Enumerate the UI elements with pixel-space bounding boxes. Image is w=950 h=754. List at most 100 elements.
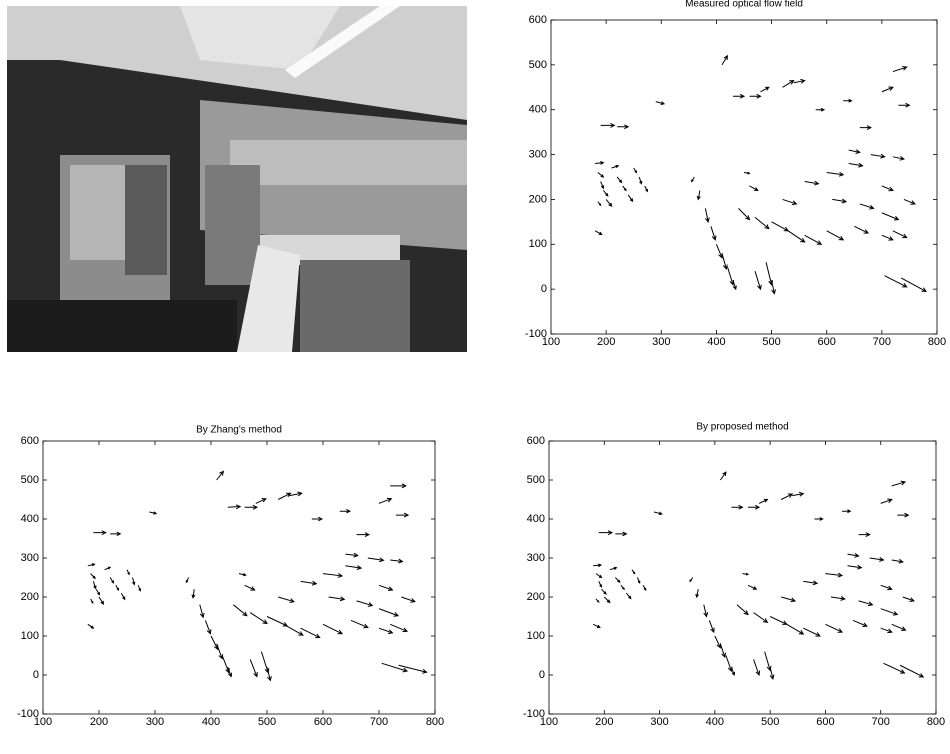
flow-arrow: [249, 612, 268, 625]
flow-arrow: [892, 65, 908, 73]
flow-arrow: [730, 667, 736, 677]
chart-title: By proposed method: [696, 422, 788, 433]
flow-arrow: [830, 595, 846, 601]
x-tick-label: 600: [816, 716, 834, 728]
flow-arrow: [378, 584, 394, 592]
x-tick-label: 200: [597, 336, 615, 348]
flow-arrow: [300, 627, 321, 639]
flow-arrow: [719, 643, 726, 659]
flow-arrow: [631, 569, 636, 575]
flow-arrow: [622, 185, 627, 192]
flow-arrow: [149, 511, 158, 515]
y-tick-label: 0: [539, 669, 545, 681]
x-tick-label: 400: [202, 716, 220, 728]
flow-arrow: [881, 86, 894, 93]
flow-arrow: [600, 181, 605, 190]
x-tick-label: 100: [34, 716, 52, 728]
x-tick-label: 100: [540, 716, 558, 728]
flow-arrow: [356, 532, 371, 538]
flow-arrow: [843, 98, 853, 103]
flow-arrow: [881, 212, 900, 221]
flow-arrow: [847, 553, 860, 558]
flow-arrow: [328, 596, 346, 602]
flow-arrow: [852, 619, 868, 628]
flow-arrow: [892, 155, 906, 161]
x-tick-label: 600: [818, 336, 836, 348]
flow-arrow: [620, 584, 625, 591]
flow-arrow: [595, 573, 603, 579]
flow-arrow: [689, 577, 694, 583]
flow-arrow: [695, 589, 699, 599]
flow-arrow: [390, 623, 409, 633]
flow-arrow: [781, 596, 797, 603]
flow-arrow: [793, 78, 806, 84]
flow-arrow: [191, 589, 196, 599]
flow-arrow: [350, 619, 369, 629]
y-tick-label: 100: [529, 238, 547, 250]
flow-arrow: [614, 577, 621, 583]
flow-arrow: [627, 194, 634, 203]
flow-arrow: [593, 563, 603, 568]
flow-arrow: [90, 573, 96, 580]
flow-arrow: [858, 532, 871, 537]
flow-arrow: [732, 93, 746, 99]
flow-arrow: [227, 667, 233, 678]
x-tick-label: 100: [542, 336, 560, 348]
flow-arrow: [869, 556, 885, 562]
flow-arrow: [891, 623, 907, 631]
x-tick-label: 600: [314, 716, 332, 728]
flow-arrow: [221, 655, 230, 674]
y-tick-label: 500: [21, 474, 39, 486]
flow-arrow: [390, 483, 407, 489]
flow-arrow: [611, 164, 620, 169]
flow-arrow: [870, 153, 886, 159]
flow-arrow: [696, 190, 701, 201]
flow-arrow: [90, 598, 94, 604]
flow-arrow: [858, 600, 874, 607]
flow-arrow: [803, 580, 819, 586]
flow-arrow: [597, 201, 602, 207]
flow-arrow: [804, 234, 823, 245]
x-tick-label: 800: [927, 716, 945, 728]
flow-arrow: [708, 620, 715, 634]
flow-arrow: [601, 588, 607, 595]
axes-frame: [550, 19, 938, 335]
flow-arrow: [600, 122, 616, 128]
flow-arrow: [642, 585, 647, 591]
x-tick-label: 300: [650, 716, 668, 728]
flow-arrow: [883, 662, 906, 674]
x-tick-label: 700: [873, 336, 891, 348]
flow-arrow: [753, 659, 761, 677]
flow-arrow: [880, 498, 893, 504]
flow-arrow: [743, 171, 751, 175]
flow-arrow: [126, 569, 130, 576]
flow-arrow: [595, 598, 600, 603]
flow-arrow: [760, 86, 770, 93]
flow-arrow: [726, 266, 735, 286]
x-tick-label: 400: [707, 336, 725, 348]
flow-arrow: [216, 470, 225, 481]
flow-arrow: [842, 509, 852, 514]
flow-arrow: [283, 623, 304, 636]
flow-arrow: [617, 124, 630, 130]
flow-arrow: [780, 493, 794, 500]
flow-arrow: [747, 584, 758, 590]
flow-arrow: [848, 162, 864, 168]
x-tick-label: 800: [426, 716, 444, 728]
flow-arrow: [738, 208, 751, 221]
photo: [7, 6, 467, 352]
flow-arrow: [891, 480, 907, 487]
flow-arrow: [378, 627, 394, 634]
flow-arrow: [826, 171, 845, 177]
flow-arrow: [636, 577, 641, 584]
flow-arrow: [644, 185, 649, 193]
flow-arrow: [398, 664, 428, 674]
axes-frame: [548, 440, 937, 715]
flow-arrow: [137, 585, 142, 592]
flow-arrow: [87, 563, 96, 567]
x-tick-label: 300: [146, 716, 164, 728]
flow-arrow: [109, 577, 115, 584]
flow-arrow: [92, 581, 97, 590]
flow-arrow: [782, 198, 798, 206]
axes-frame: [42, 440, 436, 715]
